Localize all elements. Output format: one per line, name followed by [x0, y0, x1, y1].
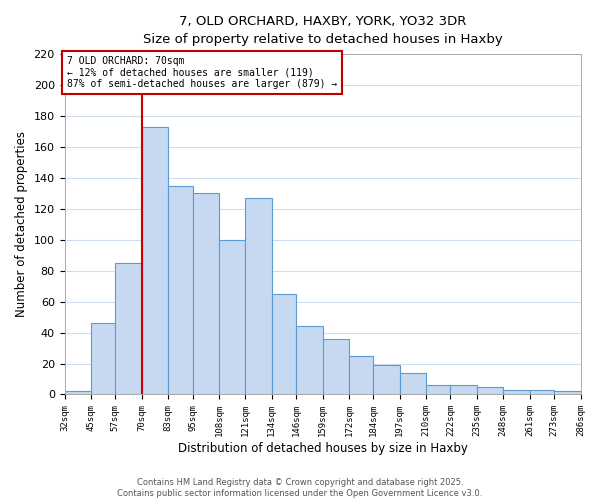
Bar [115, 263, 142, 394]
Text: 7 OLD ORCHARD: 70sqm
← 12% of detached houses are smaller (119)
87% of semi-deta: 7 OLD ORCHARD: 70sqm ← 12% of detached h… [67, 56, 337, 89]
Bar [530, 390, 554, 394]
Y-axis label: Number of detached properties: Number of detached properties [15, 132, 28, 318]
Bar [451, 385, 477, 394]
Bar [142, 127, 168, 394]
Bar [245, 198, 272, 394]
Bar [503, 390, 530, 394]
Bar [91, 324, 115, 394]
Bar [477, 386, 503, 394]
Bar [219, 240, 245, 394]
Bar [349, 356, 373, 395]
Title: 7, OLD ORCHARD, HAXBY, YORK, YO32 3DR
Size of property relative to detached hous: 7, OLD ORCHARD, HAXBY, YORK, YO32 3DR Si… [143, 15, 502, 46]
X-axis label: Distribution of detached houses by size in Haxby: Distribution of detached houses by size … [178, 442, 467, 455]
Bar [400, 373, 426, 394]
Bar [296, 326, 323, 394]
Bar [554, 392, 581, 394]
Bar [373, 365, 400, 394]
Text: Contains HM Land Registry data © Crown copyright and database right 2025.
Contai: Contains HM Land Registry data © Crown c… [118, 478, 482, 498]
Bar [65, 392, 91, 394]
Bar [193, 194, 219, 394]
Bar [272, 294, 296, 394]
Bar [168, 186, 193, 394]
Bar [426, 385, 451, 394]
Bar [323, 339, 349, 394]
